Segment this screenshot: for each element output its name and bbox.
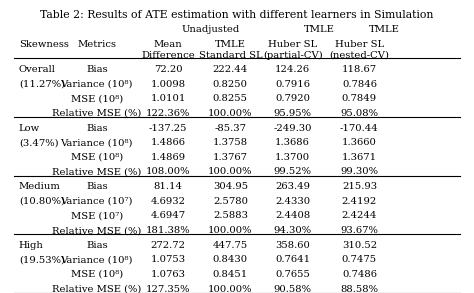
Text: Relative MSE (%): Relative MSE (%): [52, 168, 141, 176]
Text: 81.14: 81.14: [154, 182, 182, 191]
Text: 222.44: 222.44: [213, 65, 248, 74]
Text: 124.26: 124.26: [275, 65, 310, 74]
Text: 1.3686: 1.3686: [275, 138, 310, 147]
Text: Overall: Overall: [19, 65, 56, 74]
Text: 0.7655: 0.7655: [275, 270, 310, 279]
Text: 358.60: 358.60: [275, 241, 310, 250]
Text: 4.6947: 4.6947: [150, 212, 185, 220]
Text: 2.4192: 2.4192: [342, 197, 377, 206]
Text: -170.44: -170.44: [340, 124, 379, 132]
Text: Bias: Bias: [86, 241, 108, 250]
Text: Skewness: Skewness: [19, 40, 69, 49]
Text: Relative MSE (%): Relative MSE (%): [52, 109, 141, 118]
Text: 95.95%: 95.95%: [273, 109, 311, 118]
Text: 100.00%: 100.00%: [208, 168, 253, 176]
Text: 0.7475: 0.7475: [342, 255, 377, 264]
Text: 100.00%: 100.00%: [208, 109, 253, 118]
Text: 1.3758: 1.3758: [213, 138, 248, 147]
Text: 2.4408: 2.4408: [275, 212, 310, 220]
Text: Relative MSE (%): Relative MSE (%): [52, 226, 141, 235]
Text: 88.58%: 88.58%: [340, 285, 378, 293]
Text: 127.35%: 127.35%: [146, 285, 190, 293]
Text: 2.5780: 2.5780: [213, 197, 248, 206]
Text: Relative MSE (%): Relative MSE (%): [52, 285, 141, 293]
Text: (10.80%): (10.80%): [19, 197, 65, 206]
Text: Metrics: Metrics: [77, 40, 116, 49]
Text: 0.8451: 0.8451: [213, 270, 248, 279]
Text: 100.00%: 100.00%: [208, 226, 253, 235]
Text: 263.49: 263.49: [275, 182, 310, 191]
Text: 2.4330: 2.4330: [275, 197, 310, 206]
Text: 1.3767: 1.3767: [213, 153, 248, 162]
Text: Variance (10⁸): Variance (10⁸): [61, 255, 133, 264]
Text: Huber SL
(nested-CV): Huber SL (nested-CV): [329, 40, 390, 59]
Text: 1.3660: 1.3660: [342, 138, 377, 147]
Text: 0.7920: 0.7920: [275, 94, 310, 103]
Text: Huber SL
(partial-CV): Huber SL (partial-CV): [263, 40, 322, 60]
Text: 118.67: 118.67: [342, 65, 377, 74]
Text: (3.47%): (3.47%): [19, 138, 58, 147]
Text: 0.7641: 0.7641: [275, 255, 310, 264]
Text: Variance (10⁸): Variance (10⁸): [61, 138, 133, 147]
Text: Variance (10⁸): Variance (10⁸): [61, 80, 133, 88]
Text: MSE (10⁸): MSE (10⁸): [71, 94, 123, 103]
Text: 93.67%: 93.67%: [340, 226, 378, 235]
Text: 215.93: 215.93: [342, 182, 377, 191]
Text: 122.36%: 122.36%: [146, 109, 190, 118]
Text: TMLE
Standard SL: TMLE Standard SL: [199, 40, 262, 59]
Text: MSE (10⁸): MSE (10⁸): [71, 153, 123, 162]
Text: 90.58%: 90.58%: [273, 285, 311, 293]
Text: 1.4866: 1.4866: [150, 138, 185, 147]
Text: 304.95: 304.95: [213, 182, 248, 191]
Text: 181.38%: 181.38%: [146, 226, 190, 235]
Text: 1.0101: 1.0101: [150, 94, 186, 103]
Text: 94.30%: 94.30%: [273, 226, 312, 235]
Text: 108.00%: 108.00%: [146, 168, 190, 176]
Text: 0.7916: 0.7916: [275, 80, 310, 88]
Text: (11.27%): (11.27%): [19, 80, 65, 88]
Text: -137.25: -137.25: [149, 124, 187, 132]
Text: Bias: Bias: [86, 182, 108, 191]
Text: 100.00%: 100.00%: [208, 285, 253, 293]
Text: TMLE: TMLE: [304, 25, 335, 34]
Text: 1.0763: 1.0763: [150, 270, 185, 279]
Text: 2.5883: 2.5883: [213, 212, 248, 220]
Text: Variance (10⁷): Variance (10⁷): [61, 197, 133, 206]
Text: Bias: Bias: [86, 65, 108, 74]
Text: 95.08%: 95.08%: [340, 109, 378, 118]
Text: Unadjusted: Unadjusted: [181, 25, 239, 34]
Text: 272.72: 272.72: [150, 241, 185, 250]
Text: -85.37: -85.37: [214, 124, 246, 132]
Text: 72.20: 72.20: [154, 65, 182, 74]
Text: MSE (10⁸): MSE (10⁸): [71, 270, 123, 279]
Text: 99.52%: 99.52%: [273, 168, 311, 176]
Text: Mean
Difference: Mean Difference: [141, 40, 195, 59]
Text: Medium: Medium: [19, 182, 61, 191]
Text: 310.52: 310.52: [342, 241, 377, 250]
Text: 447.75: 447.75: [213, 241, 248, 250]
Text: 4.6932: 4.6932: [150, 197, 185, 206]
Text: 0.8255: 0.8255: [213, 94, 248, 103]
Text: 1.3671: 1.3671: [342, 153, 377, 162]
Text: Table 2: Results of ATE estimation with different learners in Simulation: Table 2: Results of ATE estimation with …: [40, 10, 434, 20]
Text: -249.30: -249.30: [273, 124, 312, 132]
Text: MSE (10⁷): MSE (10⁷): [71, 212, 123, 220]
Text: TMLE: TMLE: [368, 25, 400, 34]
Text: Bias: Bias: [86, 124, 108, 132]
Text: 0.7486: 0.7486: [342, 270, 377, 279]
Text: Low: Low: [19, 124, 40, 132]
Text: 1.0098: 1.0098: [150, 80, 185, 88]
Text: 1.0753: 1.0753: [150, 255, 185, 264]
Text: 0.7849: 0.7849: [342, 94, 377, 103]
Text: 99.30%: 99.30%: [340, 168, 378, 176]
Text: (19.53%): (19.53%): [19, 255, 65, 264]
Text: 2.4244: 2.4244: [342, 212, 377, 220]
Text: 1.4869: 1.4869: [150, 153, 185, 162]
Text: 0.7846: 0.7846: [342, 80, 377, 88]
Text: High: High: [19, 241, 44, 250]
Text: 0.8250: 0.8250: [213, 80, 248, 88]
Text: 1.3700: 1.3700: [275, 153, 310, 162]
Text: 0.8430: 0.8430: [213, 255, 248, 264]
